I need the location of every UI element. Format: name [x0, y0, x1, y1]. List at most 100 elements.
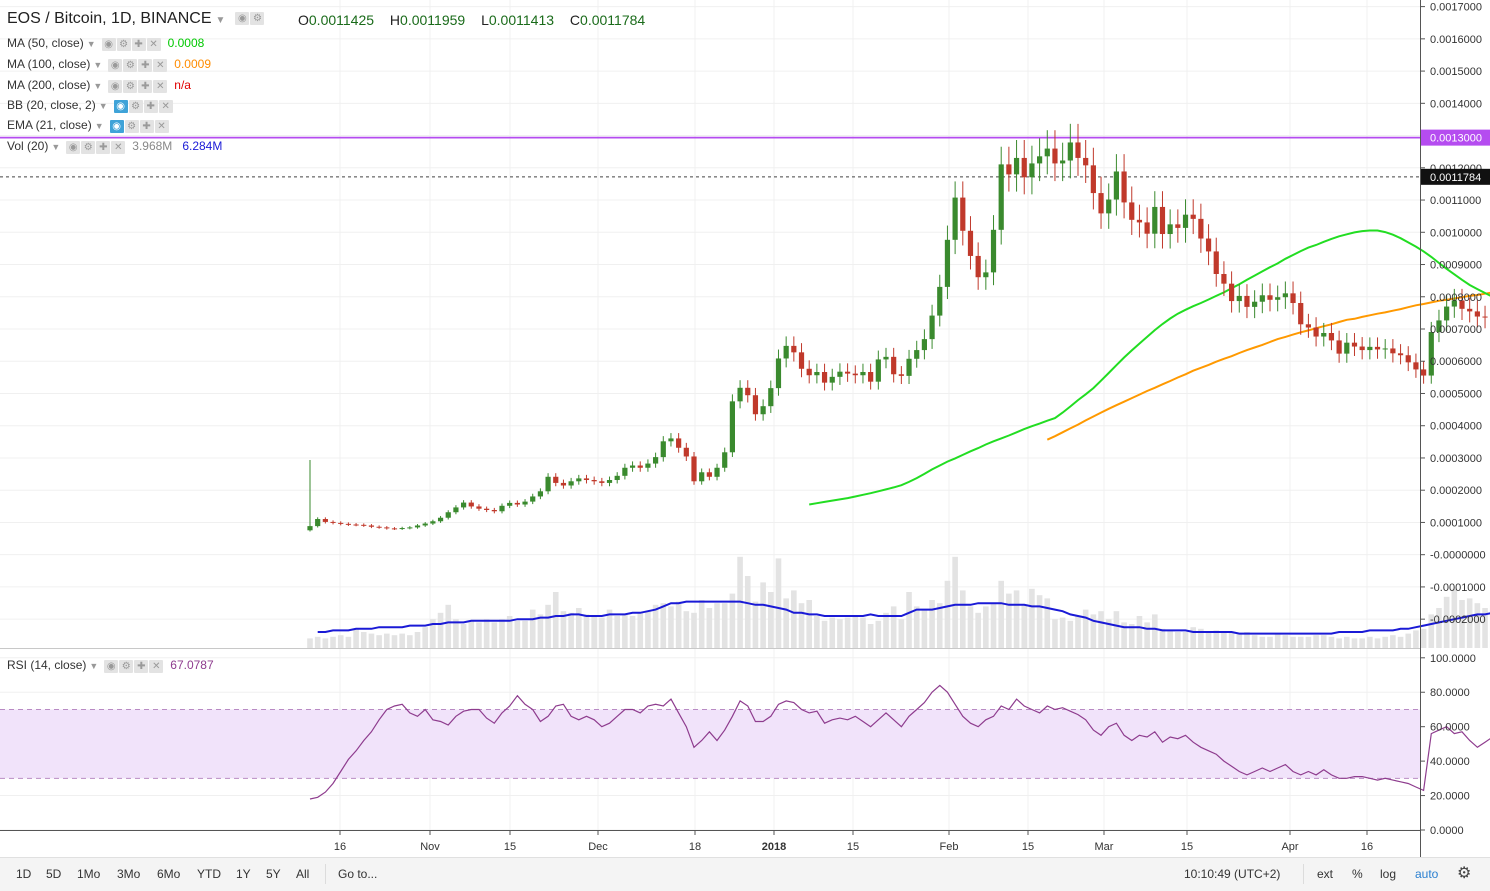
candle-body [607, 480, 612, 483]
candle-body [1022, 158, 1027, 177]
chevron-down-icon[interactable]: ▼ [51, 142, 60, 152]
symbol-title[interactable]: EOS / Bitcoin, 1D, BINANCE▼◉⚙ [7, 10, 265, 28]
plus-icon[interactable]: ✚ [132, 38, 146, 51]
candle-body [330, 522, 335, 523]
range-6mo-button[interactable]: 6Mo [157, 867, 180, 881]
gear-icon[interactable]: ⚙ [123, 59, 137, 72]
chevron-down-icon[interactable]: ▼ [95, 121, 104, 131]
range-ytd-button[interactable]: YTD [197, 867, 221, 881]
candle-body [369, 525, 374, 526]
chevron-down-icon[interactable]: ▼ [93, 81, 102, 91]
close-icon[interactable]: ✕ [153, 59, 167, 72]
candle-body [807, 369, 812, 375]
auto-toggle[interactable]: auto [1415, 867, 1438, 881]
candle-body [1429, 332, 1434, 376]
candle-body [407, 527, 412, 528]
volume-bar [975, 613, 981, 648]
goto-button[interactable]: Go to... [338, 867, 377, 881]
indicator-row-ema[interactable]: EMA (21, close)▼◉⚙✚✕ [7, 116, 170, 134]
gear-icon[interactable]: ⚙ [123, 80, 137, 93]
candle-body [699, 472, 704, 481]
close-icon[interactable]: ✕ [111, 141, 125, 154]
chevron-down-icon[interactable]: ▼ [216, 15, 226, 26]
eye-icon[interactable]: ◉ [104, 660, 118, 673]
plus-icon[interactable]: ✚ [134, 660, 148, 673]
volume-bar [1367, 637, 1373, 648]
range-1y-button[interactable]: 1Y [236, 867, 251, 881]
eye-icon[interactable]: ◉ [102, 38, 116, 51]
range-1d-button[interactable]: 1D [16, 867, 31, 881]
eye-icon[interactable]: ◉ [108, 59, 122, 72]
close-icon[interactable]: ✕ [149, 660, 163, 673]
candle-body [999, 164, 1004, 229]
close-icon[interactable]: ✕ [153, 80, 167, 93]
range-5y-button[interactable]: 5Y [266, 867, 281, 881]
clock-text[interactable]: 10:10:49 (UTC+2) [1184, 867, 1280, 881]
candle-body [891, 357, 896, 374]
indicator-row-ma100[interactable]: MA (100, close)▼◉⚙✚✕0.0009 [7, 55, 211, 73]
rsi-tick-label: 60.0000 [1430, 722, 1470, 734]
range-5d-button[interactable]: 5D [46, 867, 61, 881]
range-3mo-button[interactable]: 3Mo [117, 867, 140, 881]
candle-body [1168, 224, 1173, 234]
volume-bar [1275, 634, 1281, 648]
indicator-row-rsi[interactable]: RSI (14, close)▼◉⚙✚✕67.0787 [7, 656, 214, 674]
gear-icon[interactable]: ⚙ [1457, 863, 1471, 883]
volume-bar [822, 621, 828, 648]
ext-toggle[interactable]: ext [1317, 867, 1333, 881]
gear-icon[interactable]: ⚙ [129, 100, 143, 113]
plus-icon[interactable]: ✚ [144, 100, 158, 113]
volume-bar [538, 614, 544, 648]
range-all-button[interactable]: All [296, 867, 309, 881]
plus-icon[interactable]: ✚ [138, 80, 152, 93]
gear-icon[interactable]: ⚙ [250, 12, 264, 25]
candle-body [1091, 165, 1096, 193]
volume-bar [323, 638, 329, 648]
eye-icon[interactable]: ◉ [114, 100, 128, 113]
rsi-band [0, 709, 1420, 778]
volume-bar [599, 618, 605, 648]
close-icon[interactable]: ✕ [155, 120, 169, 133]
percent-toggle[interactable]: % [1352, 867, 1363, 881]
candle-body [1075, 142, 1080, 157]
plus-icon[interactable]: ✚ [138, 59, 152, 72]
indicator-row-ma50[interactable]: MA (50, close)▼◉⚙✚✕0.0008 [7, 34, 204, 52]
volume-bar [1352, 638, 1358, 648]
volume-bar [1098, 611, 1104, 648]
chevron-down-icon[interactable]: ▼ [99, 101, 108, 111]
candle-body [668, 438, 673, 441]
volume-bar [407, 635, 413, 648]
candle-body [1306, 324, 1311, 327]
gear-icon[interactable]: ⚙ [125, 120, 139, 133]
candle-body [1045, 149, 1050, 157]
close-icon[interactable]: ✕ [147, 38, 161, 51]
rsi-label: RSI (14, close) [7, 658, 86, 672]
volume-bar [422, 627, 428, 648]
gear-icon[interactable]: ⚙ [117, 38, 131, 51]
eye-icon[interactable]: ◉ [66, 141, 80, 154]
price-tick-label: 0.0010000 [1430, 227, 1482, 239]
chevron-down-icon[interactable]: ▼ [87, 39, 96, 49]
plus-icon[interactable]: ✚ [140, 120, 154, 133]
indicator-buttons: ◉⚙✚✕ [114, 97, 174, 115]
gear-icon[interactable]: ⚙ [119, 660, 133, 673]
log-toggle[interactable]: log [1380, 867, 1396, 881]
indicator-row-bb[interactable]: BB (20, close, 2)▼◉⚙✚✕ [7, 96, 174, 114]
volume-bar [468, 621, 474, 648]
eye-icon[interactable]: ◉ [110, 120, 124, 133]
eye-icon[interactable]: ◉ [235, 12, 249, 25]
indicator-row-ma200[interactable]: MA (200, close)▼◉⚙✚✕n/a [7, 76, 191, 94]
volume-bar [1006, 594, 1012, 648]
plus-icon[interactable]: ✚ [96, 141, 110, 154]
candle-body [1145, 222, 1150, 233]
chevron-down-icon[interactable]: ▼ [89, 661, 98, 671]
eye-icon[interactable]: ◉ [108, 80, 122, 93]
price-candles [307, 124, 1490, 532]
volume-bar [630, 616, 636, 648]
chevron-down-icon[interactable]: ▼ [93, 60, 102, 70]
close-icon[interactable]: ✕ [159, 100, 173, 113]
gear-icon[interactable]: ⚙ [81, 141, 95, 154]
range-1mo-button[interactable]: 1Mo [77, 867, 100, 881]
